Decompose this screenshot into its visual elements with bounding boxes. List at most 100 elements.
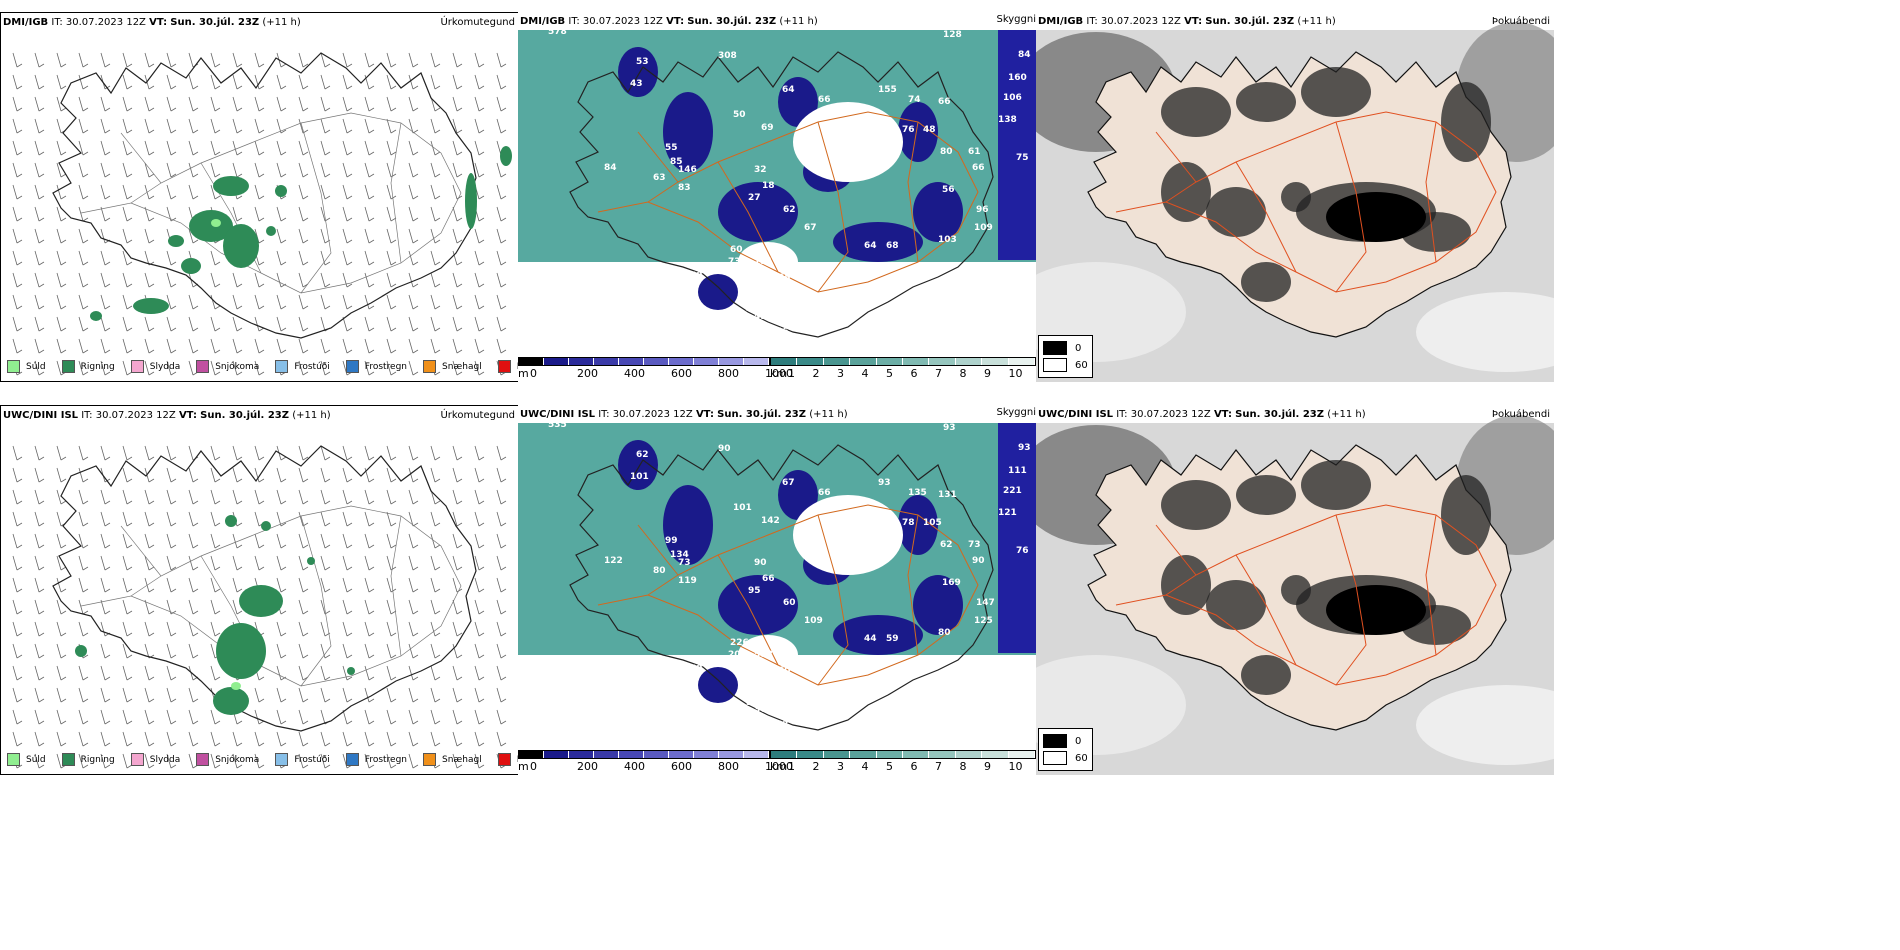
visibility-value: 146 <box>678 165 697 175</box>
visibility-value: 142 <box>761 516 780 526</box>
visibility-value: 95 <box>748 586 761 596</box>
visibility-value: 119 <box>678 576 697 586</box>
legend-swatch <box>345 360 359 373</box>
scale-tick: 600 <box>671 760 692 773</box>
legend-item: Snjókoma <box>196 753 259 766</box>
visibility-value: 62 <box>636 450 649 460</box>
visibility-value: 73 <box>968 540 981 550</box>
visibility-value: 128 <box>943 30 962 40</box>
scale-tick: 2 <box>812 367 820 380</box>
visibility-value: 59 <box>886 634 899 644</box>
fog-map-2 <box>1036 415 1554 775</box>
visibility-value: 93 <box>878 478 891 488</box>
roads <box>80 505 462 687</box>
visibility-value: 66 <box>972 163 985 173</box>
scale-tick: 1 <box>788 760 795 773</box>
visibility-value: 64 <box>782 85 795 95</box>
scale-tick: 9 <box>984 367 991 380</box>
legend-item: Slydda <box>130 360 181 373</box>
visibility-value: 90 <box>718 444 731 454</box>
visibility-value: 155 <box>878 85 897 95</box>
scale-tick: 800 <box>718 760 739 773</box>
visibility-value: 109 <box>974 223 993 233</box>
fog-panel-1: DMI/IGB IT: 30.07.2023 12Z VT: Sun. 30.j… <box>1036 12 1554 382</box>
visibility-value: 125 <box>974 616 993 626</box>
vis-map-2: 535 62 101 90 93 93 111 221 121 76 67 66 101 142 99 134… <box>518 420 1036 750</box>
legend-item: Frostúði <box>275 360 330 373</box>
panel-title: Þokuábendi <box>1491 16 1550 27</box>
legend-label: Súld <box>26 754 46 765</box>
visibility-value: 73 <box>672 289 685 299</box>
scale-tick: 200 <box>577 367 598 380</box>
legend-item: Snæhagl <box>423 753 482 766</box>
visibility-value: 93 <box>1018 443 1031 453</box>
scale-tick: 0 <box>530 367 537 380</box>
visibility-value: 48 <box>923 125 936 135</box>
iceland-coastline <box>569 51 994 338</box>
visibility-value: 535 <box>548 420 567 430</box>
legend-item: Frostregn <box>345 360 407 373</box>
visibility-value: 93 <box>943 423 956 433</box>
legend-label: Haglél <box>517 362 519 372</box>
visibility-numbers: 535 62 101 90 93 93 111 221 121 76 67 66 101 142 99 134… <box>548 420 1031 730</box>
precip-map-2 <box>12 445 507 769</box>
legend-label: Slydda <box>149 361 181 372</box>
scale-unit: km <box>770 760 788 773</box>
panel-title: Úrkomutegund <box>440 410 515 421</box>
legend-label: Súld <box>26 361 46 372</box>
visibility-value: 75 <box>1016 153 1029 163</box>
scale-tick: 2 <box>812 760 820 773</box>
scale-tick: 7 <box>935 760 942 773</box>
vis-panel-2: 535 62 101 90 93 93 111 221 121 76 67 66 101 142 99 134… <box>518 405 1036 775</box>
visibility-colorbar <box>770 357 1036 366</box>
visibility-value: 73 <box>728 257 741 267</box>
visibility-value: 67 <box>782 478 795 488</box>
scale-tick: 7 <box>935 367 942 380</box>
scale-unit: m <box>518 367 529 380</box>
legend-swatch <box>7 360 20 373</box>
panel-header: UWC/DINI ISL IT: 30.07.2023 12Z VT: Sun.… <box>3 410 331 421</box>
legend-label: Snjókoma <box>215 754 260 765</box>
scale-tick: 0 <box>530 760 537 773</box>
precip-panel-1: DMI/IGB IT: 30.07.2023 12Z VT: Sun. 30.j… <box>0 12 520 382</box>
visibility-value: 59 <box>690 664 703 674</box>
legend-label: Rigning <box>80 754 115 765</box>
scale-tick: 400 <box>624 760 645 773</box>
iceland-coastline <box>52 445 477 732</box>
panel-header: UWC/DINI ISL IT: 30.07.2023 12Z VT: Sun.… <box>520 409 848 420</box>
visibility-value: 226 <box>730 638 749 648</box>
visibility-value: 18 <box>762 181 775 191</box>
visibility-value: 66 <box>818 488 831 498</box>
panel-header: DMI/IGB IT: 30.07.2023 12Z VT: Sun. 30.j… <box>520 16 818 27</box>
roads <box>80 112 462 294</box>
panel-title: Skyggni <box>996 407 1036 418</box>
visibility-value: 90 <box>754 558 767 568</box>
visibility-value: 50 <box>733 110 746 120</box>
visibility-value: 60 <box>783 598 796 608</box>
visibility-value: 109 <box>804 616 823 626</box>
visibility-value: 48 <box>744 295 757 305</box>
height-colorbar <box>518 750 770 759</box>
wind-barbs <box>12 445 507 769</box>
visibility-value: 46 <box>776 327 789 337</box>
visibility-value: 134 <box>670 550 689 560</box>
visibility-value: 49 <box>754 312 767 322</box>
fog-panel-2: UWC/DINI ISL IT: 30.07.2023 12Z VT: Sun.… <box>1036 405 1554 775</box>
legend-swatch <box>423 360 437 373</box>
visibility-value: 52 <box>746 698 759 708</box>
scale-tick: 400 <box>624 367 645 380</box>
scale-tick: 6 <box>910 760 918 773</box>
height-colorbar <box>518 357 770 366</box>
visibility-value: 99 <box>665 536 678 546</box>
visibility-value: 51 <box>754 660 767 670</box>
visibility-value: 63 <box>776 720 789 730</box>
visibility-value: 66 <box>762 574 775 584</box>
legend-swatch <box>196 753 210 766</box>
legend-item: Frostúði <box>275 753 330 766</box>
legend-label: Frostregn <box>364 754 408 765</box>
scale-tick: 9 <box>984 760 991 773</box>
visibility-value: 74 <box>908 95 921 105</box>
legend-item: Snæhagl <box>423 360 482 373</box>
legend-label: Haglél <box>517 755 519 765</box>
visibility-value: 76 <box>902 125 915 135</box>
